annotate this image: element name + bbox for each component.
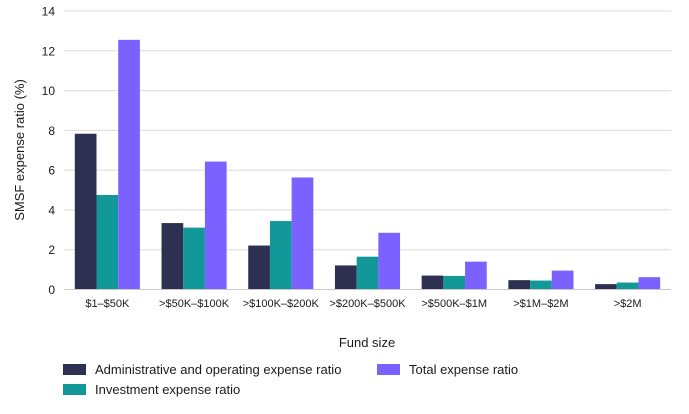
bar-total (118, 39, 140, 290)
x-tick-label: >$500K–$1M (421, 298, 487, 310)
bar-investment (530, 280, 552, 290)
bar-total (638, 277, 661, 290)
y-tick-label: 10 (42, 84, 56, 98)
x-tick-label: >$100K–$200K (243, 298, 320, 310)
bar-admin (595, 284, 617, 290)
x-tick-label: $1–$50K (85, 298, 130, 310)
x-axis-ticks: $1–$50K >$50K–$100K >$100K–$200K >$200K–$50… (85, 298, 641, 310)
bar-total (291, 177, 314, 290)
x-tick-label: >$200K–$500K (329, 298, 406, 310)
bar-investment (443, 275, 466, 290)
bar-admin (508, 280, 531, 290)
y-tick-label: 12 (42, 44, 56, 58)
y-tick-label: 14 (42, 5, 56, 19)
legend-label-investment: Investment expense ratio (95, 382, 241, 397)
legend-label-total: Total expense ratio (409, 362, 519, 377)
legend-item-admin: Administrative and operating expense rat… (63, 362, 341, 377)
x-tick-label: >$1M–$2M (513, 298, 568, 310)
bar-investment (356, 256, 379, 290)
y-tick-label: 6 (48, 164, 55, 178)
bar-total (551, 270, 574, 290)
bar-total (465, 261, 487, 290)
legend-swatch-total (377, 364, 400, 375)
legend-swatch-investment (63, 384, 86, 395)
y-tick-label: 4 (48, 203, 55, 217)
bar-investment (269, 221, 292, 290)
bars (74, 39, 661, 290)
bar-investment (183, 227, 205, 290)
y-axis-ticks: 0 2 4 6 8 10 12 14 (42, 5, 56, 298)
bar-investment (616, 282, 639, 290)
legend-label-admin: Administrative and operating expense rat… (95, 362, 342, 377)
bar-total (204, 161, 227, 290)
legend: Administrative and operating expense rat… (63, 362, 583, 406)
bar-admin (248, 245, 270, 290)
x-tick-label: >$2M (614, 298, 642, 310)
bar-admin (74, 133, 97, 290)
legend-item-total: Total expense ratio (377, 362, 518, 377)
bar-admin (334, 265, 357, 290)
legend-swatch-admin (63, 364, 86, 375)
y-tick-label: 0 (48, 283, 55, 297)
bar-investment (96, 195, 119, 290)
x-tick-label: >$50K–$100K (159, 298, 230, 310)
gridlines (64, 10, 671, 251)
y-tick-label: 8 (48, 124, 55, 138)
legend-item-investment: Investment expense ratio (63, 382, 240, 397)
y-axis-label: SMSF expense ratio (%) (12, 79, 27, 221)
bar-total (378, 232, 401, 290)
x-axis-label: Fund size (339, 335, 395, 350)
bar-admin (161, 223, 184, 290)
bar-admin (421, 275, 444, 290)
y-tick-label: 2 (48, 243, 55, 257)
